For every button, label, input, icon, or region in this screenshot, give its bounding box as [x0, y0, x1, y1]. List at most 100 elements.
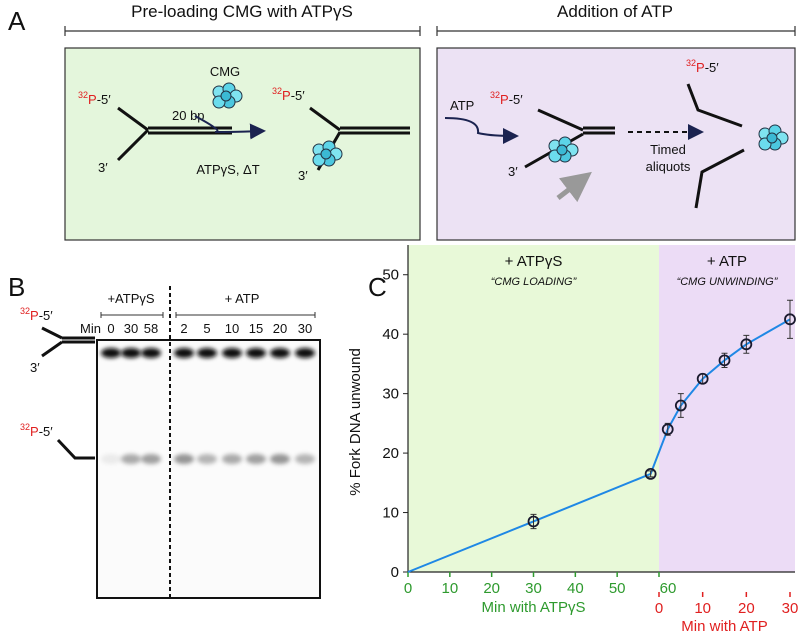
band	[246, 348, 266, 358]
x-tick-label: 40	[567, 580, 584, 597]
x-tick-label: 0	[404, 580, 412, 597]
x-axis-label: Min with ATP	[681, 618, 767, 635]
lane-label: 0	[107, 321, 114, 336]
lane-label: 5	[203, 321, 210, 336]
gel	[96, 339, 321, 599]
band	[222, 454, 242, 464]
header: Pre-loading CMG with ATPγS	[131, 2, 353, 21]
phase-subtitle: “CMG UNWINDING”	[677, 276, 779, 288]
panel-a: A Pre-loading CMG with ATPγS Addition of…	[8, 2, 796, 241]
data-point	[674, 399, 687, 412]
phase-title: + ATP	[707, 253, 747, 270]
band	[101, 348, 121, 358]
fork	[41, 326, 95, 358]
label-32p: 32P-5′	[686, 58, 719, 75]
y-tick-label: 20	[382, 445, 399, 462]
box	[436, 47, 796, 241]
band	[121, 454, 141, 464]
panel-letter: B	[8, 272, 25, 302]
label: 3′	[298, 168, 308, 183]
box	[64, 47, 421, 241]
error-bar	[647, 470, 654, 478]
label: aliquots	[646, 159, 691, 174]
label: ATP	[450, 98, 474, 113]
band	[174, 454, 194, 464]
label-32p: 32P-5′	[490, 90, 523, 107]
lane-label: 2	[180, 321, 187, 336]
error-bar	[677, 393, 684, 418]
label: CMG	[210, 64, 240, 79]
bracket	[100, 312, 164, 318]
header: Addition of ATP	[557, 2, 673, 21]
strand	[56, 438, 95, 460]
band	[295, 348, 315, 358]
bracket	[436, 26, 796, 36]
data-point	[696, 372, 709, 385]
lane-label: 15	[249, 321, 263, 336]
x-axis-label: Min with ATPγS	[482, 599, 586, 616]
band	[141, 348, 161, 358]
y-tick-label: 10	[382, 505, 399, 522]
phase-subtitle: “CMG LOADING”	[491, 276, 578, 288]
phase-title: + ATPγS	[505, 253, 563, 270]
lane-label: 10	[225, 321, 239, 336]
y-tick-label: 40	[382, 326, 399, 343]
band	[222, 348, 242, 358]
band	[141, 454, 161, 464]
label: ATPγS, ΔT	[196, 162, 259, 177]
label: 3′	[30, 360, 40, 375]
band	[197, 348, 217, 358]
panel-b: B +ATPγS + ATP Min 32P-5′ 3′ 32P-5′ 0 30 5…	[8, 272, 321, 599]
arrow	[194, 115, 266, 140]
x-tick-label: 60	[660, 580, 677, 597]
label-32p: 32P-5′	[20, 422, 53, 439]
lane-label: 58	[144, 321, 158, 336]
data-point	[661, 423, 674, 436]
panel-letter: C	[368, 272, 387, 302]
label: 3′	[98, 160, 108, 175]
label-32p: 32P-5′	[20, 306, 53, 323]
data-point	[784, 313, 796, 326]
lane-label: 30	[298, 321, 312, 336]
x-tick-label: 30	[525, 580, 542, 597]
band	[197, 454, 217, 464]
band	[174, 348, 194, 358]
band	[101, 454, 121, 464]
group-label: + ATP	[225, 291, 260, 306]
panel-letter: A	[8, 6, 26, 36]
band	[295, 454, 315, 464]
label-32p: 32P-5′	[78, 90, 111, 107]
bracket	[175, 312, 316, 318]
x-tick-label: 50	[609, 580, 626, 597]
x-tick-label: 30	[782, 600, 799, 617]
strand	[686, 83, 745, 209]
data-point	[644, 467, 657, 480]
label: Min	[80, 321, 101, 336]
label: 20 bp	[172, 108, 205, 123]
panel-c: C % Fork DNA unwound + ATPγS “CMG LOADING…	[347, 245, 798, 635]
x-tick-label: 0	[655, 600, 663, 617]
error-bar	[787, 299, 793, 339]
y-tick-label: 50	[382, 267, 399, 284]
arrow	[556, 171, 592, 203]
fork	[116, 106, 232, 162]
data-point	[527, 515, 540, 528]
x-tick-label: 20	[483, 580, 500, 597]
label: 3′	[508, 164, 518, 179]
x-tick-label: 20	[738, 600, 755, 617]
band	[121, 348, 141, 358]
error-bar	[664, 422, 671, 436]
bracket	[64, 26, 421, 36]
band	[246, 454, 266, 464]
lane-label: 30	[124, 321, 138, 336]
arrow	[444, 117, 519, 144]
label: Timed	[650, 142, 686, 157]
x-tick-label: 10	[694, 600, 711, 617]
y-tick-label: 0	[391, 564, 399, 581]
x-tick-label: 10	[441, 580, 458, 597]
data-point	[718, 354, 731, 367]
error-bar	[743, 334, 750, 354]
data-point	[740, 338, 753, 351]
lane-label: 20	[273, 321, 287, 336]
y-axis-label: % Fork DNA unwound	[347, 348, 364, 496]
